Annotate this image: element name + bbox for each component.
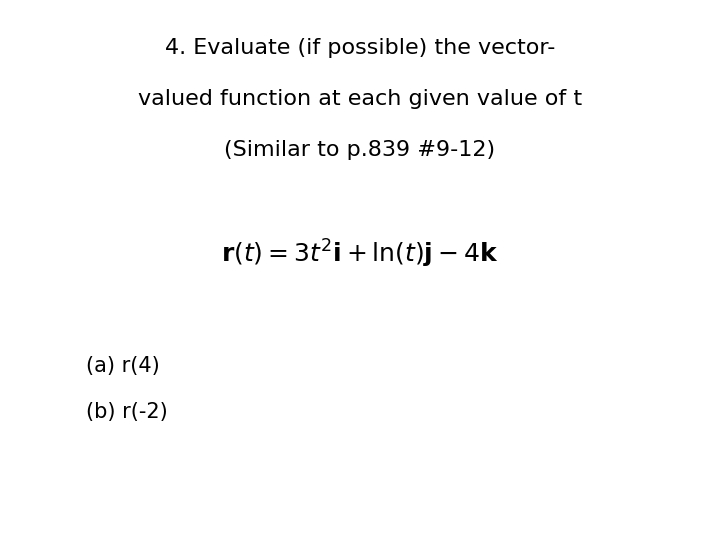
Text: $\mathbf{r}(t) = 3t^2\mathbf{i} + \ln(t)\mathbf{j} - 4\mathbf{k}$: $\mathbf{r}(t) = 3t^2\mathbf{i} + \ln(t)… — [221, 238, 499, 270]
Text: (Similar to p.839 #9-12): (Similar to p.839 #9-12) — [225, 140, 495, 160]
Text: valued function at each given value of t: valued function at each given value of t — [138, 89, 582, 109]
Text: (a) r(4): (a) r(4) — [86, 356, 160, 376]
Text: 4. Evaluate (if possible) the vector-: 4. Evaluate (if possible) the vector- — [165, 38, 555, 58]
Text: (b) r(-2): (b) r(-2) — [86, 402, 168, 422]
